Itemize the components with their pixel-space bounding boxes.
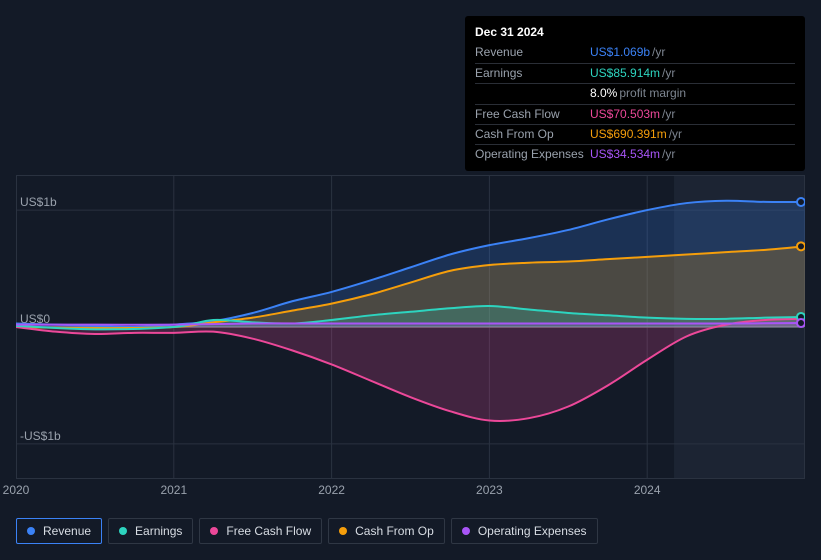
tooltip-unit: /yr xyxy=(669,126,682,143)
tooltip-row: 8.0% profit margin xyxy=(475,83,795,103)
tooltip-row: Cash From OpUS$690.391m /yr xyxy=(475,124,795,144)
tooltip-unit: /yr xyxy=(652,44,665,61)
legend-item-fcf[interactable]: Free Cash Flow xyxy=(199,518,322,544)
legend-label: Cash From Op xyxy=(355,524,434,538)
tooltip-label: Revenue xyxy=(475,44,590,61)
line-chart[interactable] xyxy=(16,175,805,479)
tooltip-row: Operating ExpensesUS$34.534m /yr xyxy=(475,144,795,164)
legend-dot-icon xyxy=(339,527,347,535)
legend-label: Revenue xyxy=(43,524,91,538)
tooltip-unit: profit margin xyxy=(619,85,686,102)
tooltip-label: Free Cash Flow xyxy=(475,106,590,123)
x-tick-label: 2021 xyxy=(160,483,187,497)
legend-label: Earnings xyxy=(135,524,182,538)
tooltip-value: US$70.503m xyxy=(590,106,660,123)
tooltip-label: Cash From Op xyxy=(475,126,590,143)
legend-item-earnings[interactable]: Earnings xyxy=(108,518,193,544)
tooltip-value: 8.0% xyxy=(590,85,617,102)
tooltip-value: US$1.069b xyxy=(590,44,650,61)
legend: Revenue Earnings Free Cash Flow Cash From O… xyxy=(16,518,598,544)
tooltip-row: EarningsUS$85.914m /yr xyxy=(475,63,795,83)
legend-item-revenue[interactable]: Revenue xyxy=(16,518,102,544)
cashop-end-marker xyxy=(797,242,805,250)
legend-label: Operating Expenses xyxy=(478,524,587,538)
tooltip-row: Free Cash FlowUS$70.503m /yr xyxy=(475,104,795,124)
x-tick-label: 2023 xyxy=(476,483,503,497)
tooltip-value: US$34.534m xyxy=(590,146,660,163)
legend-dot-icon xyxy=(27,527,35,535)
legend-dot-icon xyxy=(462,527,470,535)
legend-item-cashop[interactable]: Cash From Op xyxy=(328,518,445,544)
tooltip-value: US$690.391m xyxy=(590,126,667,143)
tooltip-value: US$85.914m xyxy=(590,65,660,82)
x-tick-label: 2020 xyxy=(3,483,30,497)
tooltip-unit: /yr xyxy=(662,146,675,163)
chart-root: Dec 31 2024 RevenueUS$1.069b /yrEarnings… xyxy=(0,0,821,560)
legend-dot-icon xyxy=(210,527,218,535)
legend-label: Free Cash Flow xyxy=(226,524,311,538)
legend-item-opex[interactable]: Operating Expenses xyxy=(451,518,598,544)
tooltip-unit: /yr xyxy=(662,106,675,123)
opex-end-marker xyxy=(797,319,805,327)
tooltip-label: Earnings xyxy=(475,65,590,82)
tooltip-row: RevenueUS$1.069b /yr xyxy=(475,43,795,62)
opex-line xyxy=(16,323,805,325)
tooltip-label xyxy=(475,85,590,102)
legend-dot-icon xyxy=(119,527,127,535)
tooltip-date: Dec 31 2024 xyxy=(475,24,795,41)
x-tick-label: 2022 xyxy=(318,483,345,497)
tooltip-label: Operating Expenses xyxy=(475,146,590,163)
tooltip-panel: Dec 31 2024 RevenueUS$1.069b /yrEarnings… xyxy=(465,16,805,171)
tooltip-unit: /yr xyxy=(662,65,675,82)
revenue-end-marker xyxy=(797,198,805,206)
x-tick-label: 2024 xyxy=(634,483,661,497)
